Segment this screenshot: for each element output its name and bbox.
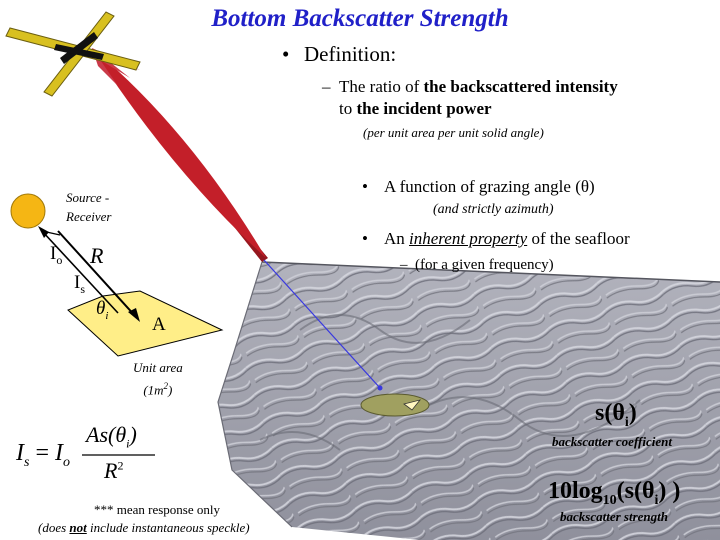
sonar-beam: [92, 48, 268, 262]
unit-area-plane: [67, 290, 224, 357]
ping-ray: [263, 259, 381, 389]
strength-label: backscatter strength: [560, 509, 668, 524]
ratio-definition: – The ratio of the backscattered intensi…: [322, 77, 618, 118]
source-receiver-label: Source - Receiver: [66, 190, 112, 224]
definition-heading: • Definition:: [282, 42, 397, 66]
range-label: R: [90, 243, 104, 268]
azimuth-note: (and strictly azimuth): [433, 202, 554, 217]
scattered-intensity-label: Is: [74, 272, 85, 296]
function-bullet: • A function of grazing angle (θ): [362, 177, 595, 196]
strength-symbol: 10log10(s(θi) ): [548, 478, 681, 508]
coefficient-label: backscatter coefficient: [552, 434, 672, 449]
area-label: A: [152, 314, 166, 335]
page-title: Bottom Backscatter Strength: [211, 5, 509, 32]
speckle-note: (does not include instantaneous speckle): [38, 520, 250, 535]
source-receiver-sun: [10, 193, 46, 229]
inherent-bullet: • An inherent property of the seafloor: [362, 229, 630, 248]
frequency-note: – (for a given frequency): [400, 257, 554, 273]
coefficient-symbol: s(θi): [595, 400, 637, 430]
ensonified-footprint: [360, 393, 430, 417]
transducer-icon: [5, 11, 141, 97]
mean-response-note: *** mean response only: [94, 502, 221, 517]
grazing-angle-label: θi: [96, 298, 109, 322]
unit-area-label: Unit area (1m2): [133, 360, 183, 398]
incident-intensity-label: Io: [50, 243, 63, 267]
per-unit-note: (per unit area per unit solid angle): [363, 125, 544, 140]
